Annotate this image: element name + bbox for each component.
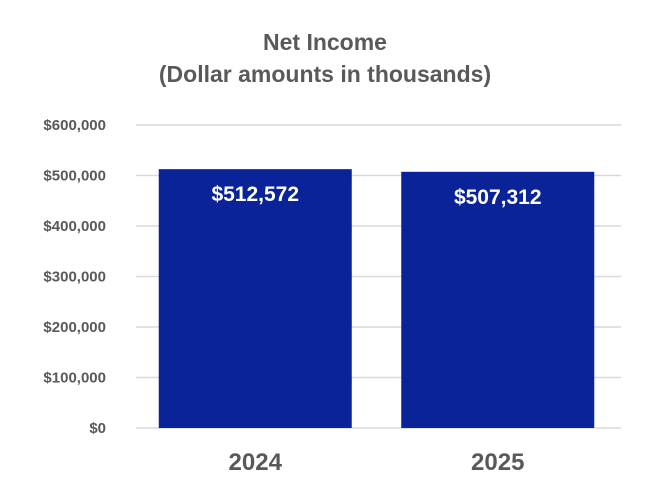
- data-label-2025: $507,312: [454, 186, 542, 209]
- bar-2025: [401, 171, 595, 428]
- bar-2024: [158, 169, 352, 429]
- y-tick-label: $400,000: [43, 218, 106, 235]
- x-tick-2024: 2024: [229, 449, 283, 476]
- bar-data-labels: $512,572 $507,312: [211, 183, 541, 209]
- x-tick-2025: 2025: [471, 449, 524, 476]
- y-tick-label: $200,000: [43, 319, 106, 336]
- y-tick-label: $300,000: [43, 269, 106, 286]
- y-tick-label: $600,000: [43, 117, 106, 134]
- chart-title-line-2: (Dollar amounts in thousands): [159, 61, 491, 87]
- y-axis-tick-labels: $0 $100,000 $200,000 $300,000 $400,000 $500,0…: [43, 117, 106, 437]
- y-tick-label: $0: [89, 420, 106, 437]
- x-axis-tick-labels: 2024 2025: [229, 449, 525, 476]
- y-tick-label: $500,000: [43, 168, 106, 185]
- y-tick-label: $100,000: [43, 370, 106, 387]
- bars: [158, 169, 595, 429]
- chart-title-line-1: Net Income: [263, 29, 387, 55]
- data-label-2024: $512,572: [211, 183, 299, 206]
